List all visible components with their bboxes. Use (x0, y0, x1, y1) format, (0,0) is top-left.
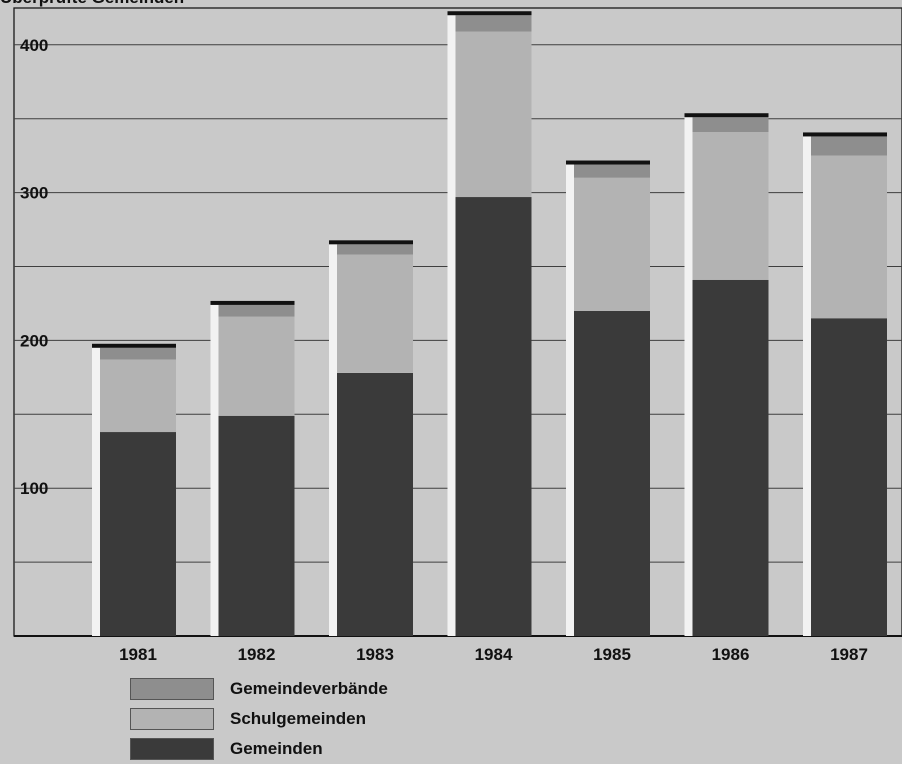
bar-segment-schulgemeinden (692, 132, 769, 280)
legend-swatch-gemeinden (130, 738, 214, 760)
legend: Gemeindeverbände Schulgemeinden Gemeinde… (130, 674, 388, 764)
bar-segment-gemeindeverbaende (692, 117, 769, 133)
bar-top-cap (210, 300, 295, 305)
x-category-label: 1985 (593, 645, 631, 664)
bar-segment-schulgemeinden (100, 359, 176, 433)
y-tick-label: 400 (20, 36, 48, 55)
bar-top-cap (329, 240, 413, 245)
legend-item-gemeindeverbaende: Gemeindeverbände (130, 674, 388, 704)
bar-segment-schulgemeinden (811, 155, 887, 319)
bar-segment-gemeinden (337, 372, 413, 636)
legend-label-gemeindeverbaende: Gemeindeverbände (230, 679, 388, 698)
legend-label-schulgemeinden: Schulgemeinden (230, 709, 367, 728)
bar-segment-gemeindeverbaende (337, 244, 413, 255)
bar-segment-gemeindeverbaende (218, 304, 295, 317)
y-tick-label: 100 (20, 479, 48, 498)
bar-segment-gemeindeverbaende (811, 136, 887, 156)
bar-segment-gemeindeverbaende (574, 164, 650, 178)
x-category-label: 1983 (356, 645, 394, 664)
bar-top-cap (447, 11, 532, 16)
y-tick-label: 300 (20, 184, 48, 203)
chart-title: Überprüfte Gemeinden (0, 0, 184, 7)
x-category-label: 1984 (475, 645, 513, 664)
legend-swatch-schulgemeinden (130, 708, 214, 730)
x-category-label: 1987 (830, 645, 868, 664)
x-category-label: 1982 (238, 645, 276, 664)
bar-segment-gemeinden (574, 310, 650, 636)
bar-top-cap (92, 343, 176, 348)
bar-top-cap (684, 113, 769, 118)
bar-segment-gemeinden (455, 197, 532, 636)
x-category-label: 1981 (119, 645, 157, 664)
bar-segment-gemeindeverbaende (455, 15, 532, 32)
bar-segment-gemeinden (811, 318, 887, 636)
bar-segment-schulgemeinden (218, 316, 295, 416)
bar-segment-gemeinden (100, 432, 176, 636)
bar-segment-schulgemeinden (574, 177, 650, 311)
y-tick-label: 200 (20, 331, 48, 350)
bar-segment-gemeinden (692, 279, 769, 636)
legend-item-schulgemeinden: Schulgemeinden (130, 704, 388, 734)
legend-label-gemeinden: Gemeinden (230, 739, 323, 758)
bar-top-cap (566, 160, 650, 165)
legend-item-gemeinden: Gemeinden (130, 734, 388, 764)
bar-segment-schulgemeinden (455, 31, 532, 198)
x-category-label: 1986 (712, 645, 750, 664)
bar-top-cap (803, 132, 887, 137)
bar-segment-gemeindeverbaende (100, 347, 176, 360)
legend-swatch-gemeindeverbaende (130, 678, 214, 700)
bar-segment-gemeinden (218, 415, 295, 636)
bar-segment-schulgemeinden (337, 254, 413, 373)
